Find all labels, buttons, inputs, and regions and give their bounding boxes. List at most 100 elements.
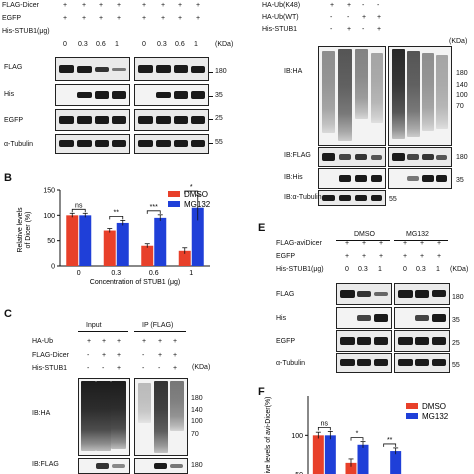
plus-sign: +: [117, 2, 122, 9]
bar-mg132-1: [390, 451, 402, 474]
row-label-wt: HA-Ub(WT): [262, 14, 299, 21]
blot-flag-left: [318, 147, 386, 167]
y-tick-label: 50: [295, 472, 303, 474]
chart-b: 0 50 100 150 Relative levels of Dicer (%) ns 0 *…: [17, 184, 211, 286]
plus-sign: +: [63, 15, 68, 22]
marker-ha-140: 140: [191, 407, 203, 414]
blot-tubulin-dmso: [336, 353, 392, 373]
amount-value: 0: [345, 266, 349, 273]
sign-flag-dicer: +: [158, 352, 163, 359]
x-tick-label: 1: [189, 270, 193, 277]
sign-stub1: -: [362, 26, 365, 33]
blot-ha-input: [78, 378, 130, 456]
kda-label: (KDa): [192, 364, 211, 371]
blot-label-ha: IB:HA: [32, 410, 51, 417]
header-input: Input: [86, 322, 102, 329]
marker-25: 25: [215, 115, 223, 122]
blot-tubulin-right: [134, 134, 209, 154]
panel-letter-b: B: [4, 172, 12, 184]
marker-ha-180: 180: [456, 70, 468, 77]
plus-sign: +: [345, 240, 350, 247]
marker-ha-140: 140: [456, 82, 468, 89]
header-ip: IP (FLAG): [142, 322, 174, 329]
plus-sign: +: [178, 2, 183, 9]
plus-sign: +: [142, 15, 147, 22]
sign-wt: +: [377, 14, 382, 21]
y-axis-label: of Dicer (%): [25, 212, 32, 249]
marker-55: 55: [215, 139, 223, 146]
sign-stub1: -: [87, 365, 90, 372]
sign-ha-ub: +: [158, 338, 163, 345]
sign-k48: +: [330, 2, 335, 9]
plus-sign: +: [82, 15, 87, 22]
bar-mg132-0: [79, 215, 92, 266]
blot-label-ha: IB:HA: [284, 68, 303, 75]
sign-stub1: +: [117, 365, 122, 372]
plus-sign: +: [161, 2, 166, 9]
bar-dmso-0.3: [345, 462, 357, 474]
blot-label-his: His: [4, 91, 15, 98]
blot-ha-left: [318, 46, 386, 146]
panel-letter-c: C: [4, 308, 12, 320]
amount-value: 1: [194, 41, 198, 48]
amount-value: 0.3: [78, 41, 88, 48]
amount-value: 1: [378, 266, 382, 273]
row-label-ha-ub: HA-Ub: [32, 338, 54, 345]
legend-swatch-mg132: [168, 201, 180, 207]
blot-egfp-mg132: [394, 330, 450, 352]
legend-label-mg132: MG132: [184, 200, 211, 209]
amount-value: 0: [142, 41, 146, 48]
blot-label-tubulin: IB:α-Tubulin: [284, 194, 322, 201]
row-label-stub1: His-STUB1: [262, 26, 298, 33]
sign-ha-ub: +: [142, 338, 147, 345]
sign-stub1: -: [102, 365, 105, 372]
plus-sign: +: [196, 15, 201, 22]
plus-sign: +: [99, 15, 104, 22]
bar-mg132-1: [191, 207, 204, 266]
row-label-flag: FLAG-aviDicer: [276, 240, 322, 247]
row-label-egfp: EGFP: [276, 253, 296, 260]
amount-value: 0.6: [175, 41, 185, 48]
significance-label: **: [114, 209, 120, 216]
blot-label-tubulin: α-Tubulin: [276, 360, 306, 367]
significance-bracket: [350, 437, 364, 441]
header-mg132: MG132: [406, 231, 429, 238]
sign-ha-ub: +: [173, 338, 178, 345]
blot-label-flag: FLAG: [4, 64, 23, 71]
blot-label-his: IB:His: [284, 174, 303, 181]
blot-label-flag: IB:FLAG: [32, 461, 59, 468]
blot-flag-input: [78, 458, 130, 474]
y-tick-label: 50: [47, 238, 55, 245]
significance-label: ***: [150, 204, 158, 211]
amount-value: 0.3: [358, 266, 368, 273]
x-tick-label: 0.6: [149, 270, 159, 277]
plus-sign: +: [379, 253, 384, 260]
blot-flag-ip: [134, 458, 188, 474]
sign-wt: -: [330, 14, 333, 21]
sign-k48: -: [377, 2, 380, 9]
plus-sign: +: [345, 253, 350, 260]
y-axis-label: Relative levels: [17, 207, 24, 253]
blot-flag-right: [388, 147, 452, 167]
significance-bracket: [383, 443, 397, 447]
amount-value: 0.6: [96, 41, 106, 48]
marker-tub-55: 55: [389, 196, 397, 203]
plus-sign: +: [437, 253, 442, 260]
plus-sign: +: [161, 15, 166, 22]
bar-dmso-0: [312, 435, 324, 474]
blot-tubulin-left: [55, 134, 130, 154]
marker-flag-180: 180: [191, 462, 203, 469]
marker-55: 55: [452, 362, 460, 369]
bar-mg132-0.3: [357, 444, 369, 474]
blot-label-egfp: EGFP: [276, 338, 296, 345]
row-label-egfp: EGFP: [2, 15, 22, 22]
sign-k48: +: [347, 2, 352, 9]
marker-flag-180: 180: [456, 154, 468, 161]
sign-flag-dicer: +: [117, 352, 122, 359]
legend-swatch-dmso: [406, 403, 418, 409]
significance-label: ns: [321, 420, 329, 427]
blot-flag-mg132: [394, 283, 450, 305]
sign-wt: +: [362, 14, 367, 21]
sign-ha-ub: +: [102, 338, 107, 345]
blot-label-flag: IB:FLAG: [284, 152, 311, 159]
